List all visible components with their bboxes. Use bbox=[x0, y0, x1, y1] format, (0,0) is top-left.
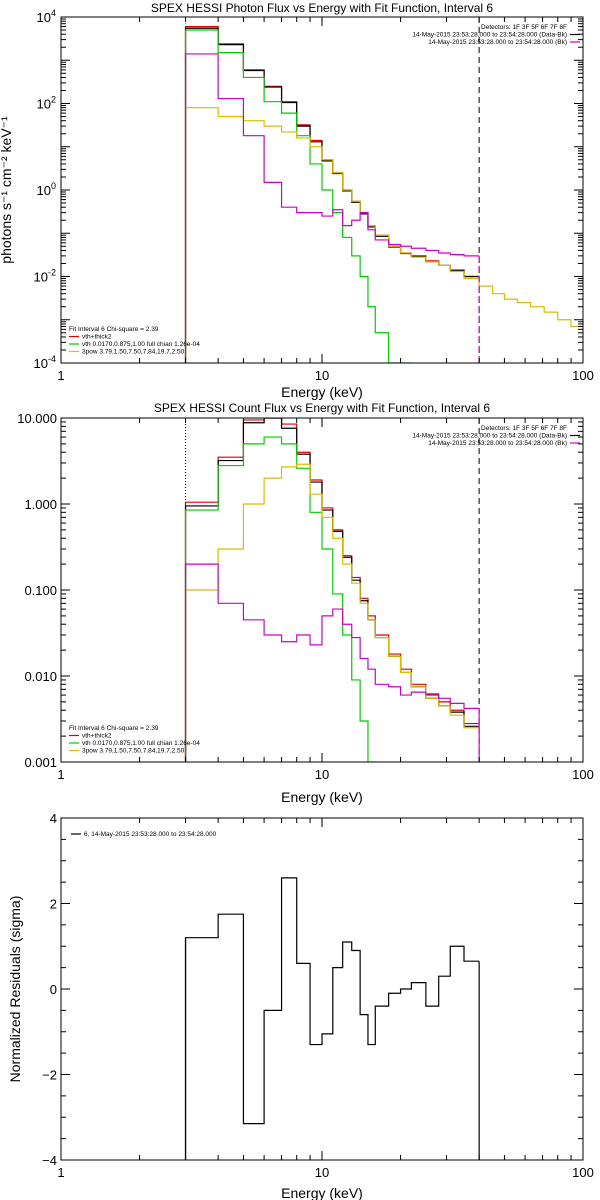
photon-flux-legend-text: 14-May-2015 23:53:28.000 to 23:54:28.000… bbox=[428, 39, 567, 46]
residuals-x-label: Energy (keV) bbox=[281, 1185, 363, 1200]
count-flux-y-ticks: 0.001 0.010 0.100 1.000 10.000 bbox=[17, 411, 583, 770]
count-flux-x-tick-label: 10 bbox=[315, 767, 329, 782]
count-flux-legend-text: Detectors: 1F 3F 5F 6F 7F 8F bbox=[481, 425, 567, 432]
count-flux-x-tick-label: 100 bbox=[572, 767, 594, 782]
residuals-series-0 bbox=[184, 877, 480, 1160]
count-flux-legend-text: vth 0.0170,0.875,1.00 full chian 1.26e-0… bbox=[82, 740, 200, 747]
residuals-y-ticks: −4 −2 0 2 4 bbox=[42, 811, 583, 1168]
count-flux-y-tick-label: 0.001 bbox=[24, 755, 57, 770]
photon-flux-y-tick-label: 104 bbox=[37, 8, 56, 25]
count-flux-legend-text: 3pow 3.79,1.50,7.50,7.84,19.7,2.50 bbox=[82, 748, 185, 755]
photon-flux-y-ticks: 10-4 10-2 100 102 104 bbox=[34, 8, 583, 371]
count-flux-series-4 bbox=[184, 563, 480, 762]
count-flux-series-2 bbox=[184, 436, 376, 762]
photon-flux-plot-area bbox=[184, 17, 583, 363]
photon-flux-legend-text: vth+thick2 bbox=[82, 334, 112, 341]
count-flux-legend-text: Fit Interval 6 Chi-square = 2.39 bbox=[69, 725, 159, 732]
count-flux-x-ticks: 1 10 100 bbox=[57, 418, 594, 782]
count-flux-legend-top-right: Detectors: 1F 3F 5F 6F 7F 8F14-May-2015 … bbox=[412, 425, 580, 447]
photon-flux-series-4 bbox=[184, 53, 480, 363]
residuals-x-ticks: 1 10 100 bbox=[57, 818, 594, 1180]
residuals-y-tick-label: 0 bbox=[50, 982, 57, 997]
residuals-y-tick-label: 4 bbox=[50, 811, 57, 826]
photon-flux-x-label: Energy (keV) bbox=[281, 384, 363, 400]
residuals-x-tick-label: 100 bbox=[572, 1165, 594, 1180]
count-flux-legend-text: vth+thick2 bbox=[82, 733, 112, 740]
photon-flux-legend-text: vth 0.0170,0.875,1.00 full chian 1.26e-0… bbox=[82, 341, 200, 348]
count-flux-legend-text: 14-May-2015 23:53:28.000 to 23:54:28.000… bbox=[428, 440, 567, 447]
residuals-y-label: Normalized Residuals (sigma) bbox=[7, 896, 23, 1083]
count-flux-y-tick-label: 10.000 bbox=[17, 411, 57, 426]
photon-flux-panel: SPEX HESSI Photon Flux vs Energy with Fi… bbox=[0, 1, 594, 400]
photon-flux-y-tick-label: 10-4 bbox=[34, 354, 56, 371]
residuals-legend: 6, 14-May-2015 23:53:28.000 to 23:54:28.… bbox=[71, 831, 217, 838]
photon-flux-x-tick-label: 100 bbox=[572, 368, 594, 383]
photon-flux-title: SPEX HESSI Photon Flux vs Energy with Fi… bbox=[151, 1, 493, 15]
count-flux-legend-text: 14-May-2015 23:53:28.000 to 23:54:28.000… bbox=[412, 433, 567, 440]
photon-flux-series-2 bbox=[184, 29, 412, 363]
count-flux-x-label: Energy (keV) bbox=[281, 789, 363, 805]
count-flux-x-tick-label: 1 bbox=[57, 767, 64, 782]
residuals-x-tick-label: 1 bbox=[57, 1165, 64, 1180]
residuals-legend-text: 6, 14-May-2015 23:53:28.000 to 23:54:28.… bbox=[84, 831, 217, 838]
photon-flux-y-tick-label: 100 bbox=[37, 181, 56, 198]
photon-flux-legend-bottom-left: Fit Interval 6 Chi-square = 2.39vth+thic… bbox=[69, 326, 200, 356]
count-flux-y-tick-label: 0.010 bbox=[24, 669, 57, 684]
photon-flux-legend-text: 14-May-2015 23:53:28.000 to 23:54:28.000… bbox=[412, 32, 567, 39]
residuals-plot-area bbox=[184, 877, 480, 1160]
count-flux-title: SPEX HESSI Count Flux vs Energy with Fit… bbox=[154, 401, 490, 415]
residuals-y-tick-label: −2 bbox=[42, 1068, 57, 1083]
count-flux-y-tick-label: 1.000 bbox=[24, 497, 57, 512]
residuals-x-tick-label: 10 bbox=[315, 1165, 329, 1180]
count-flux-legend-bottom-left: Fit Interval 6 Chi-square = 2.39vth+thic… bbox=[69, 725, 200, 755]
photon-flux-y-label: photons s⁻¹ cm⁻² keV⁻¹ bbox=[0, 116, 14, 264]
photon-flux-x-tick-label: 10 bbox=[315, 368, 329, 383]
residuals-panel: 1 10 100 −4 −2 0 2 4 Energy (keV) Normalized R… bbox=[7, 811, 594, 1200]
photon-flux-legend-text: Fit Interval 6 Chi-square = 2.39 bbox=[69, 326, 159, 333]
photon-flux-legend-top-right: Detectors: 1F 3F 5F 6F 7F 8F14-May-2015 … bbox=[412, 24, 580, 46]
photon-flux-x-tick-label: 1 bbox=[57, 368, 64, 383]
residuals-y-tick-label: −4 bbox=[42, 1153, 57, 1168]
photon-flux-legend-text: Detectors: 1F 3F 5F 6F 7F 8F bbox=[481, 24, 567, 31]
count-flux-panel: SPEX HESSI Count Flux vs Energy with Fit… bbox=[17, 401, 594, 805]
photon-flux-y-tick-label: 10-2 bbox=[34, 268, 56, 285]
count-flux-plot-area bbox=[184, 418, 480, 762]
count-flux-series-3 bbox=[184, 463, 480, 762]
photon-flux-series-3 bbox=[184, 107, 583, 363]
count-flux-y-tick-label: 0.100 bbox=[24, 583, 57, 598]
residuals-y-tick-label: 2 bbox=[50, 897, 57, 912]
photon-flux-y-tick-label: 102 bbox=[37, 95, 56, 112]
photon-flux-legend-text: 3pow 3.79,1.50,7.50,7.84,19.7,2.50 bbox=[82, 349, 185, 356]
